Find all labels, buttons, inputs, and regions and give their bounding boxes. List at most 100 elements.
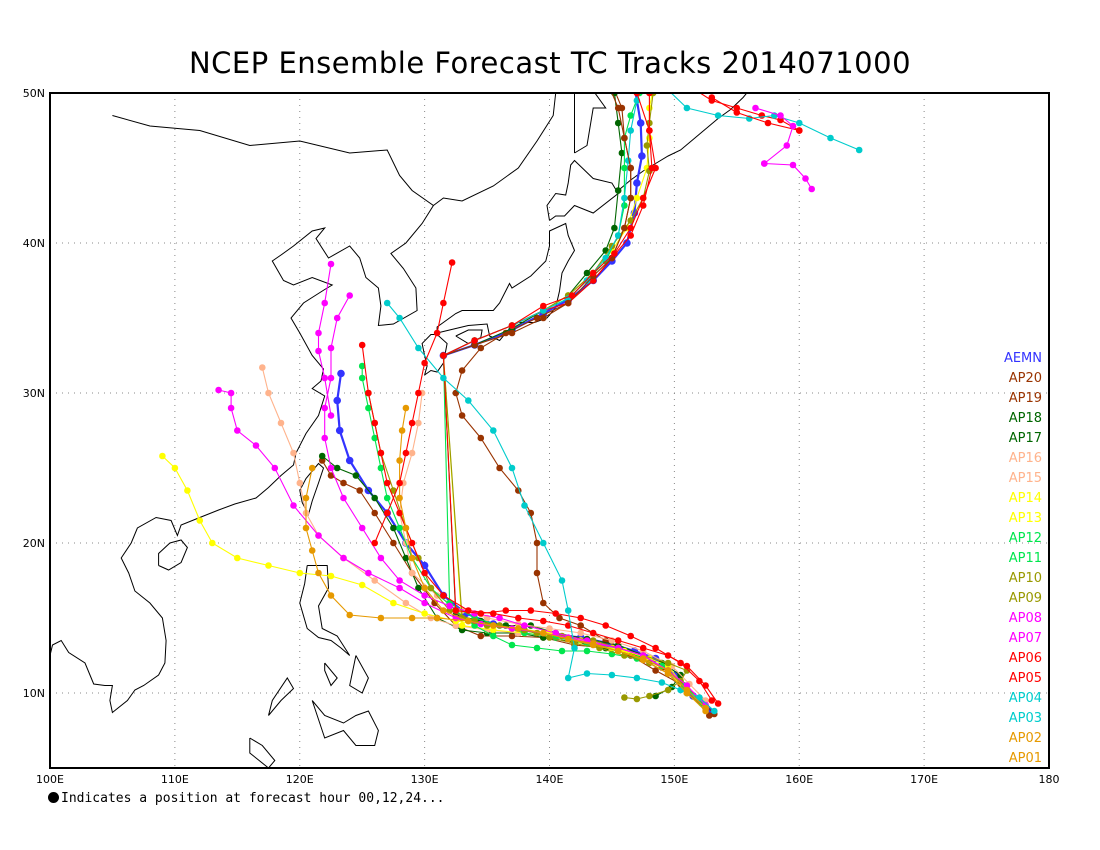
track-line xyxy=(374,262,453,544)
track-position-dot xyxy=(377,464,385,472)
track-ap07 xyxy=(752,104,797,167)
x-tick-label: 160E xyxy=(785,773,813,786)
track-position-dot xyxy=(696,677,703,685)
track-ap06 xyxy=(440,93,659,359)
legend-ap02: AP02 xyxy=(1009,731,1042,746)
coastline xyxy=(311,700,379,746)
track-position-dot xyxy=(611,250,618,257)
x-tick-label: 140E xyxy=(536,773,564,786)
track-position-dot xyxy=(802,175,809,182)
track-position-dot xyxy=(646,692,653,700)
track-position-dot xyxy=(465,397,472,404)
track-position-dot xyxy=(396,584,403,592)
track-position-dot xyxy=(402,554,410,562)
coastline xyxy=(249,737,276,768)
track-position-dot xyxy=(568,292,576,299)
track-position-dot xyxy=(265,562,272,569)
track-position-dot xyxy=(764,119,772,127)
track-position-dot xyxy=(521,502,528,509)
track-position-dot xyxy=(652,667,659,674)
track-position-dot xyxy=(358,341,366,349)
track-position-dot xyxy=(408,449,416,457)
coastline xyxy=(433,93,557,206)
y-tick-label: 50N xyxy=(23,87,45,100)
coastline xyxy=(299,565,351,656)
track-position-dot xyxy=(252,442,260,449)
coastline xyxy=(455,329,483,345)
track-position-dot xyxy=(614,637,622,644)
track-position-dot xyxy=(652,644,659,652)
track-position-dot xyxy=(402,524,410,532)
track-position-dot xyxy=(308,464,316,472)
track-position-dot xyxy=(614,104,622,112)
legend-ap04: AP04 xyxy=(1009,691,1042,706)
y-tick-label: 40N xyxy=(23,237,45,250)
legend-ap18: AP18 xyxy=(1009,411,1042,426)
track-ap03 xyxy=(652,75,863,154)
track-position-dot xyxy=(658,679,666,686)
track-position-dot xyxy=(308,547,316,554)
track-position-dot xyxy=(508,641,516,649)
legend-ap11: AP11 xyxy=(1009,551,1042,566)
track-position-dot xyxy=(477,344,485,352)
track-position-dot xyxy=(577,629,584,637)
track-position-dot xyxy=(789,122,797,130)
track-position-dot xyxy=(209,539,216,547)
track-position-dot xyxy=(533,644,541,652)
y-tick-label: 30N xyxy=(23,387,45,400)
footnote: Indicates a position at forecast hour 00… xyxy=(48,791,445,806)
legend-ap09: AP09 xyxy=(1009,591,1042,606)
track-position-dot xyxy=(321,434,329,442)
track-position-dot xyxy=(652,75,659,82)
legend-ap10: AP10 xyxy=(1009,571,1042,586)
track-position-dot xyxy=(708,94,716,101)
track-position-dot xyxy=(733,109,741,116)
track-line xyxy=(711,97,800,132)
track-position-dot xyxy=(855,146,863,154)
track-position-dot xyxy=(396,457,403,464)
track-position-dot xyxy=(508,322,516,329)
track-ap06 xyxy=(708,94,803,134)
track-position-dot xyxy=(556,614,563,622)
coastline xyxy=(268,677,295,716)
track-position-dot xyxy=(477,620,485,628)
track-position-dot xyxy=(302,494,310,502)
track-position-dot xyxy=(533,629,541,637)
track-position-dot xyxy=(365,569,372,577)
track-position-dot xyxy=(335,426,344,435)
track-position-dot xyxy=(333,464,341,472)
track-position-dot xyxy=(683,104,691,112)
track-position-dot xyxy=(227,389,235,397)
track-position-dot xyxy=(383,479,391,487)
track-position-dot xyxy=(346,611,354,619)
track-line xyxy=(386,302,715,712)
track-position-dot xyxy=(458,367,466,374)
track-position-dot xyxy=(396,577,403,584)
track-ap07 xyxy=(321,292,709,712)
track-position-dot xyxy=(631,82,639,90)
track-position-dot xyxy=(564,635,572,643)
track-position-dot xyxy=(796,119,803,127)
axis-tick-labels: 100E 110E 120E 130E 140E 150E 160E 170E 180 10N 20… xyxy=(23,87,1060,786)
footnote-text: Indicates a position at forecast hour 00… xyxy=(61,791,445,806)
track-position-dot xyxy=(327,260,335,268)
track-position-dot xyxy=(440,374,447,382)
track-position-dot xyxy=(677,686,684,694)
track-position-dot xyxy=(533,539,541,547)
coastline xyxy=(324,662,338,687)
track-position-dot xyxy=(421,610,428,617)
track-position-dot xyxy=(415,584,422,592)
track-position-dot xyxy=(358,524,366,532)
track-position-dot xyxy=(215,386,222,394)
track-position-dot xyxy=(611,224,618,232)
track-position-dot xyxy=(540,314,547,322)
track-position-dot xyxy=(421,569,428,577)
track-position-dot xyxy=(515,625,522,632)
track-position-dot xyxy=(611,60,618,67)
track-position-dot xyxy=(296,479,304,487)
coastline xyxy=(546,159,619,221)
track-position-dot xyxy=(271,464,279,472)
member-legend: AEMN AP20 AP19 AP18 AP17 AP16 AP15 AP14 AP13 AP12… xyxy=(1004,351,1042,766)
track-position-dot xyxy=(796,127,803,134)
